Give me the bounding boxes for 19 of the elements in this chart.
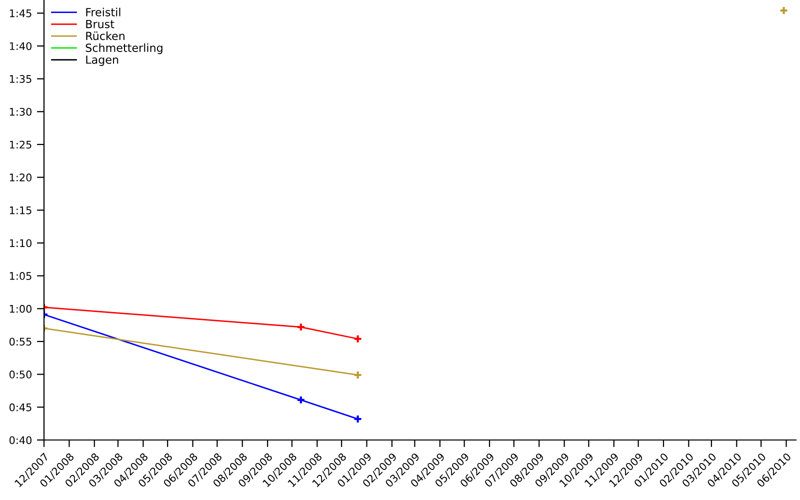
legend-label: Freistil xyxy=(86,8,120,16)
y-tick-label: 1:45 xyxy=(10,9,32,18)
y-tick-label: 1:10 xyxy=(10,239,32,248)
y-tick-label: 1:00 xyxy=(10,304,32,313)
y-tick-label: 0:55 xyxy=(9,338,32,346)
legend-label: Rücken xyxy=(86,32,124,40)
y-tick-label: 1:35 xyxy=(10,75,32,83)
legend-label: Brust xyxy=(86,20,114,28)
y-tick-label: 1:40 xyxy=(10,42,32,50)
y-tick-label: 1:15 xyxy=(10,206,32,214)
legend-label: Lagen xyxy=(86,56,118,66)
y-tick-label: 0:50 xyxy=(9,370,32,378)
y-tick-label: 1:05 xyxy=(10,272,32,280)
y-tick-label: 0:45 xyxy=(9,403,32,412)
y-tick-label: 1:30 xyxy=(10,108,32,116)
legend-label: Schmetterling xyxy=(86,43,162,54)
y-tick-label: 1:25 xyxy=(10,140,32,149)
y-tick-label: 0:40 xyxy=(9,436,32,444)
y-tick-label: 1:20 xyxy=(10,174,32,182)
